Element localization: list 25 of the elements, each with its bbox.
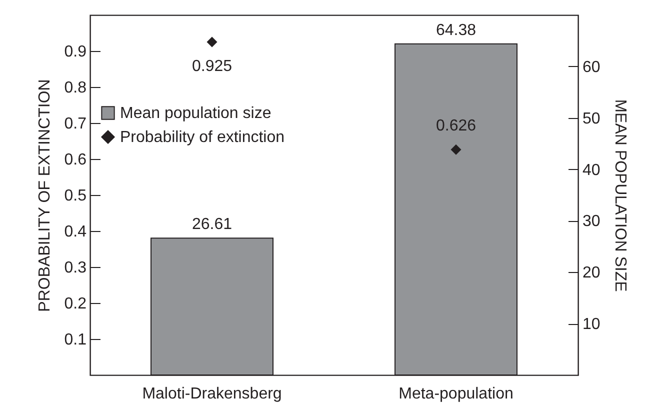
y2-tick-label: 30: [582, 213, 600, 230]
legend-label: Mean population size: [120, 105, 272, 122]
y-tick-label: 0.5: [64, 188, 87, 204]
y-axis-title: PROBABILITY OF EXTINCTION: [36, 79, 54, 312]
data-label: 0.626: [436, 118, 476, 135]
data-label: 26.61: [192, 216, 232, 234]
y2-tick-label: 10: [582, 316, 600, 334]
y-tick-label: 0.1: [64, 332, 87, 348]
data-label: 0.925: [192, 58, 232, 75]
y2-axis-title: MEAN POPULATION SIZE: [611, 99, 628, 292]
y-tick-label: 0.7: [64, 116, 87, 132]
y-tick-label: 0.2: [64, 296, 87, 312]
y2-tick-label: 40: [582, 162, 600, 179]
y-tick-label: 0.6: [64, 152, 87, 168]
y-tick-label: 0.4: [64, 224, 87, 240]
y-tick-label: 0.9: [64, 44, 87, 60]
x-tick-label: Meta-population: [398, 386, 514, 402]
y-tick-label: 0.3: [64, 260, 87, 276]
y2-tick-label: 50: [582, 110, 600, 128]
x-tick-label: Maloti-Drakensberg: [142, 386, 282, 402]
y2-tick-label: 60: [582, 58, 600, 76]
legend-label: Probability of extinction: [120, 129, 285, 146]
y2-tick-label: 20: [582, 264, 600, 282]
y-tick-label: 0.8: [64, 80, 87, 96]
data-label: 64.38: [436, 22, 476, 39]
